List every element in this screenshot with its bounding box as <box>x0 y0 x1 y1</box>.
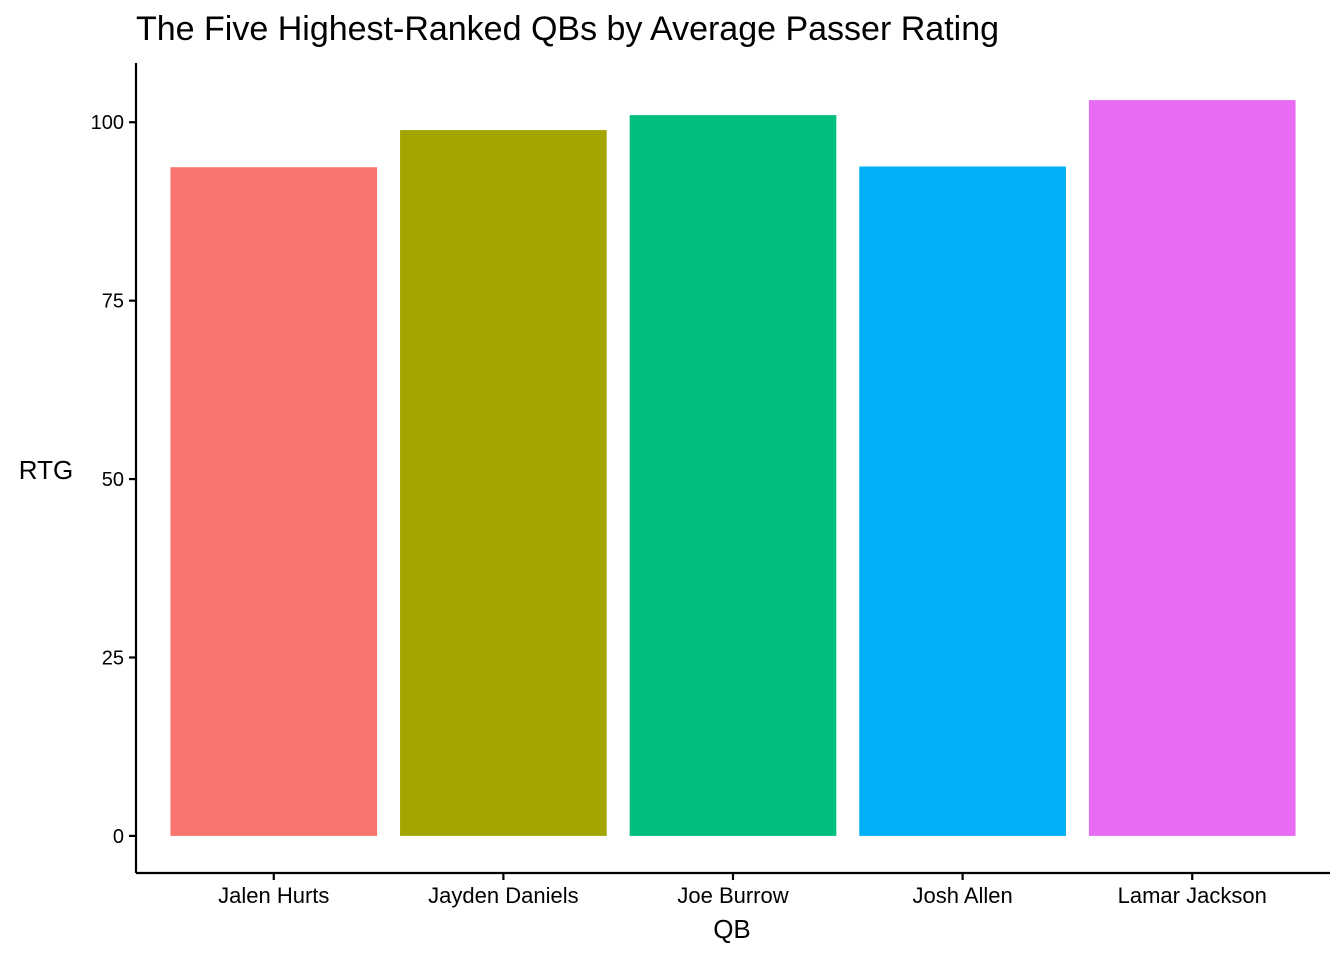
y-tick-label: 50 <box>102 469 124 491</box>
bar-lamar-jackson <box>1088 100 1296 836</box>
y-tick-label: 0 <box>113 826 124 848</box>
x-tick-label: Joe Burrow <box>677 883 788 908</box>
y-tick-label: 100 <box>91 112 124 134</box>
y-axis: 0 25 50 75 100 <box>91 63 138 873</box>
x-tick-label: Lamar Jackson <box>1118 883 1267 908</box>
x-axis-title: QB <box>713 914 751 944</box>
bar-josh-allen <box>859 166 1066 836</box>
bar-jayden-daniels <box>400 130 607 836</box>
x-tick-label: Jayden Daniels <box>428 883 578 908</box>
bars-group <box>170 100 1296 836</box>
chart-title: The Five Highest-Ranked QBs by Average P… <box>136 10 999 48</box>
bar-joe-burrow <box>629 115 837 836</box>
y-axis-title: RTG <box>19 455 73 485</box>
x-tick-label: Jalen Hurts <box>218 883 329 908</box>
y-tick-label: 25 <box>102 647 124 669</box>
x-tick-label: Josh Allen <box>912 883 1012 908</box>
y-tick-label: 75 <box>102 291 124 313</box>
bar-jalen-hurts <box>170 167 378 836</box>
x-axis: Jalen Hurts Jayden Daniels Joe Burrow Josh … <box>136 871 1330 908</box>
